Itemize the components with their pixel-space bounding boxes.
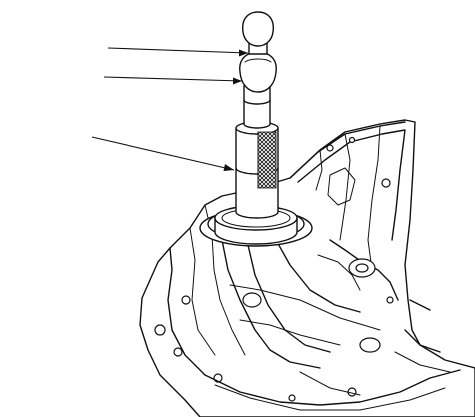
handle-shaft xyxy=(243,85,271,129)
handle-knob xyxy=(242,11,274,47)
callout-leaders xyxy=(91,47,249,171)
bolt-hole xyxy=(381,178,391,188)
transmission-housing xyxy=(139,119,475,417)
housing-ribs xyxy=(221,239,361,369)
callout-2 xyxy=(103,76,243,85)
housing-outline xyxy=(139,119,475,417)
callout-1 xyxy=(107,47,249,57)
callout-3 xyxy=(91,136,235,171)
handle-bulb xyxy=(239,51,277,93)
driver-handle xyxy=(239,11,277,129)
